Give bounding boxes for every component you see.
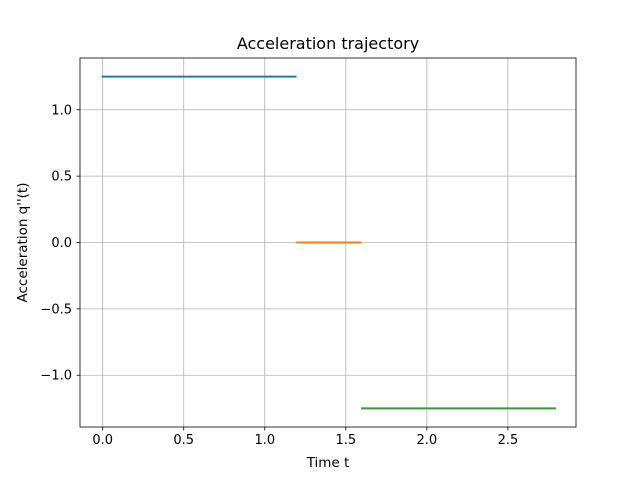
y-tick-label: 1.0 bbox=[51, 103, 72, 118]
y-tick-label: 0.0 bbox=[51, 236, 72, 251]
x-axis-ticks: 0.0 0.5 1.0 1.5 2.0 2.5 bbox=[92, 427, 518, 448]
x-tick-label: 0.0 bbox=[92, 433, 113, 448]
y-axis-label: Acceleration q''(t) bbox=[15, 183, 31, 303]
grid bbox=[80, 58, 576, 427]
x-tick-label: 1.5 bbox=[335, 433, 356, 448]
x-tick-label: 1.0 bbox=[254, 433, 275, 448]
x-tick-label: 0.5 bbox=[173, 433, 194, 448]
y-axis-ticks: −1.0 −0.5 0.0 0.5 1.0 bbox=[40, 103, 80, 384]
y-tick-label: −0.5 bbox=[40, 302, 72, 317]
series-layer bbox=[101, 75, 556, 410]
x-tick-label: 2.0 bbox=[417, 433, 438, 448]
x-tick-label: 2.5 bbox=[498, 433, 519, 448]
y-tick-label: 0.5 bbox=[51, 170, 72, 185]
y-tick-label: −1.0 bbox=[40, 369, 72, 384]
x-axis-label: Time t bbox=[306, 455, 350, 471]
chart-title: Acceleration trajectory bbox=[237, 34, 419, 53]
